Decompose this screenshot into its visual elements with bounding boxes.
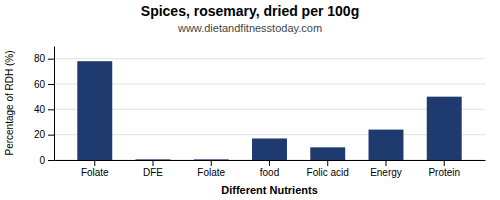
y-tick-label: 80 — [34, 53, 46, 64]
grid — [54, 59, 485, 160]
bar — [136, 159, 171, 160]
x-tick: Folic acid — [307, 160, 349, 178]
y-tick-label: 0 — [39, 155, 45, 166]
x-tick-label: Folic acid — [307, 167, 349, 178]
y-tick: 60 — [34, 79, 54, 90]
x-tick: Folate — [197, 160, 225, 178]
grid-line — [54, 58, 485, 59]
y-tick-mark — [48, 109, 54, 110]
x-tick: Folate — [81, 160, 109, 178]
y-axis-line — [54, 47, 55, 161]
y-tick-mark — [48, 160, 54, 161]
x-tick-mark — [444, 160, 445, 166]
chart-container: Folate DFE Folate food Folic acid Energy Prote… — [0, 0, 500, 200]
x-tick: food — [260, 160, 279, 178]
x-tick-label: DFE — [143, 167, 163, 178]
x-tick-label: Energy — [370, 167, 402, 178]
grid-line — [54, 109, 485, 110]
bar — [252, 138, 287, 160]
y-tick: 80 — [34, 53, 54, 64]
y-tick-label: 20 — [34, 129, 46, 140]
x-tick: DFE — [143, 160, 163, 178]
x-tick-mark — [269, 160, 270, 166]
y-axis-title: Percentage of RDH (%) — [4, 50, 15, 155]
bar — [194, 159, 229, 160]
x-tick-mark — [153, 160, 154, 166]
bar — [310, 147, 345, 160]
bar — [427, 97, 462, 160]
title: Spices, rosemary, dried per 100g — [141, 3, 359, 19]
y-tick-mark — [48, 135, 54, 136]
y-tick-mark — [48, 84, 54, 85]
bar — [369, 130, 404, 160]
x-axis-title: Different Nutrients — [221, 184, 318, 196]
x-tick-label: food — [260, 167, 279, 178]
y-axis: 0 20 40 60 80 — [34, 47, 55, 166]
bar — [77, 61, 112, 160]
x-tick-mark — [94, 160, 95, 166]
x-tick-mark — [211, 160, 212, 166]
subtitle: www.dietandfitnesstoday.com — [177, 22, 322, 34]
x-tick-label: Protein — [428, 167, 460, 178]
x-tick: Energy — [370, 160, 402, 178]
chart: Folate DFE Folate food Folic acid Energy Prote… — [0, 0, 500, 200]
y-tick: 0 — [39, 155, 54, 166]
x-axis: Folate DFE Folate food Folic acid Energy Prote… — [55, 160, 486, 178]
y-tick: 40 — [34, 104, 54, 115]
y-tick: 20 — [34, 129, 54, 140]
x-tick-mark — [385, 160, 386, 166]
y-tick-label: 40 — [34, 104, 46, 115]
grid-line — [54, 84, 485, 85]
texts: Spices, rosemary, dried per 100g www.diet… — [4, 3, 359, 196]
x-tick-label: Folate — [197, 167, 225, 178]
y-tick-mark — [48, 59, 54, 60]
y-tick-label: 60 — [34, 79, 46, 90]
x-tick-mark — [327, 160, 328, 166]
grid-line — [54, 134, 485, 135]
x-tick-label: Folate — [81, 167, 109, 178]
x-tick: Protein — [428, 160, 460, 178]
plot-area — [77, 61, 461, 160]
